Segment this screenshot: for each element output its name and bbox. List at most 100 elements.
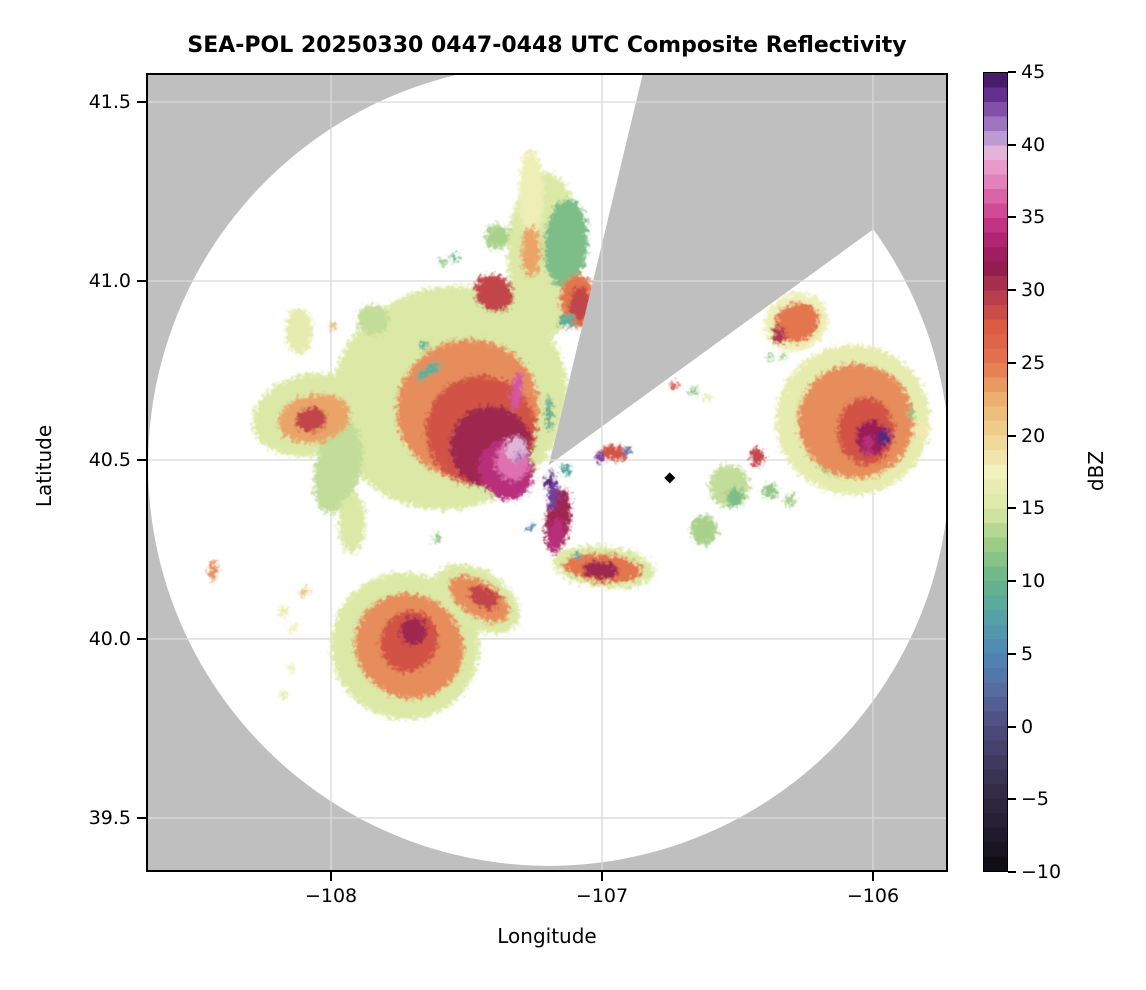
echo-blob [688, 386, 698, 396]
echo-blob [600, 445, 628, 461]
x-axis-title: Longitude [497, 924, 597, 948]
echo-blob [287, 663, 295, 673]
colorbar-tick-label: 30 [1021, 279, 1046, 302]
y-tick-label: 39.5 [88, 806, 131, 829]
y-tick-label: 40.0 [88, 627, 131, 650]
echo-blob [779, 353, 787, 361]
echo-blob [569, 286, 591, 322]
echo-blob [547, 481, 559, 511]
colorbar-tick-mark [1008, 434, 1016, 437]
reflectivity-echoes [208, 148, 931, 720]
colorbar-tick-mark [1008, 580, 1016, 583]
colorbar-tick-mark [1008, 143, 1016, 146]
colorbar-tick-mark [1008, 507, 1016, 510]
echo-blob [416, 361, 442, 381]
y-tick-label: 41.0 [88, 269, 131, 292]
radar-plot-svg [146, 73, 948, 872]
x-tick-label: −108 [304, 885, 358, 907]
echo-blob [313, 422, 363, 514]
colorbar-tick-label: 35 [1021, 206, 1046, 229]
echo-blob [295, 407, 327, 433]
echo-blob [560, 464, 572, 476]
echo-blob [573, 551, 581, 561]
colorbar-tick-mark [1008, 216, 1016, 219]
echo-blob [474, 274, 514, 312]
colorbar-tick-mark [1008, 871, 1016, 873]
x-tick-mark [871, 872, 874, 881]
echo-blob [510, 370, 523, 412]
colorbar-tick-label: 5 [1021, 642, 1034, 665]
echo-blob [784, 494, 796, 506]
echo-blob [469, 584, 499, 610]
echo-blob [907, 409, 915, 419]
colorbar-tick-mark [1008, 289, 1016, 292]
x-tick-label: −106 [846, 885, 900, 907]
plot-title: SEA-POL 20250330 0447-0448 UTC Composite… [187, 33, 907, 58]
y-tick-mark [137, 637, 146, 640]
echo-blob [774, 302, 820, 344]
echo-blob [521, 226, 541, 278]
y-tick-label: 40.5 [88, 448, 131, 471]
echo-blob [329, 322, 337, 330]
echo-blob [356, 304, 390, 336]
radar-plot-area [146, 73, 948, 872]
echo-blob [515, 451, 523, 461]
echo-blob [451, 254, 459, 262]
colorbar-tick-label: −5 [1021, 788, 1050, 811]
colorbar-tick-label: 10 [1021, 570, 1046, 593]
echo-blob [726, 488, 744, 508]
echo-blob [338, 492, 366, 554]
y-tick-mark [137, 816, 146, 819]
echo-blob [877, 429, 892, 445]
colorbar-tick-label: 0 [1021, 715, 1034, 738]
echo-blob [702, 393, 712, 401]
echo-blob [762, 483, 778, 499]
colorbar-tick-mark [1008, 798, 1016, 801]
y-tick-label: 41.5 [88, 90, 131, 113]
y-tick-mark [137, 279, 146, 282]
radar-site-marker-diamond [664, 472, 676, 484]
echo-blob [766, 352, 774, 360]
echo-blob [772, 326, 786, 344]
x-tick-label: −107 [575, 885, 629, 907]
echo-blob [300, 587, 310, 597]
echo-blob [595, 452, 605, 463]
echo-blob [419, 341, 429, 351]
echo-blob [432, 533, 442, 543]
echo-blob [544, 198, 588, 288]
echo-blob [547, 518, 564, 554]
y-tick-mark [137, 100, 146, 103]
echo-blob [670, 382, 678, 390]
colorbar-tick-label: 15 [1021, 497, 1046, 520]
colorbar-tick-mark [1008, 361, 1016, 364]
echo-blob [912, 422, 930, 438]
echo-blob [279, 605, 290, 617]
colorbar-tick-label: 20 [1021, 424, 1046, 447]
colorbar-tick-mark [1008, 652, 1016, 655]
echo-blob [279, 690, 287, 700]
colorbar-tick-mark [1008, 725, 1016, 728]
y-axis-title: Latitude [32, 424, 56, 508]
colorbar-tick-label: 25 [1021, 351, 1046, 374]
echo-blob [545, 395, 553, 431]
echo-blob [285, 307, 313, 355]
echo-blob [582, 561, 620, 579]
echo-blob [208, 560, 218, 581]
colorbar-tick-label: 45 [1021, 61, 1046, 83]
echo-blob [528, 523, 534, 531]
echo-blob [750, 447, 764, 467]
colorbar-tick-mark [1008, 71, 1016, 73]
echo-blob [399, 617, 427, 645]
x-tick-mark [601, 872, 603, 881]
echo-blob [690, 515, 718, 546]
echo-blob [518, 148, 544, 238]
echo-blob [623, 447, 631, 455]
echo-blob [541, 463, 549, 479]
echo-blob [557, 314, 575, 328]
colorbar-title: dBZ [1084, 450, 1108, 492]
echo-blob [863, 434, 873, 456]
echo-blob [484, 224, 510, 250]
plot-frame [146, 73, 948, 872]
y-tick-mark [137, 458, 146, 461]
